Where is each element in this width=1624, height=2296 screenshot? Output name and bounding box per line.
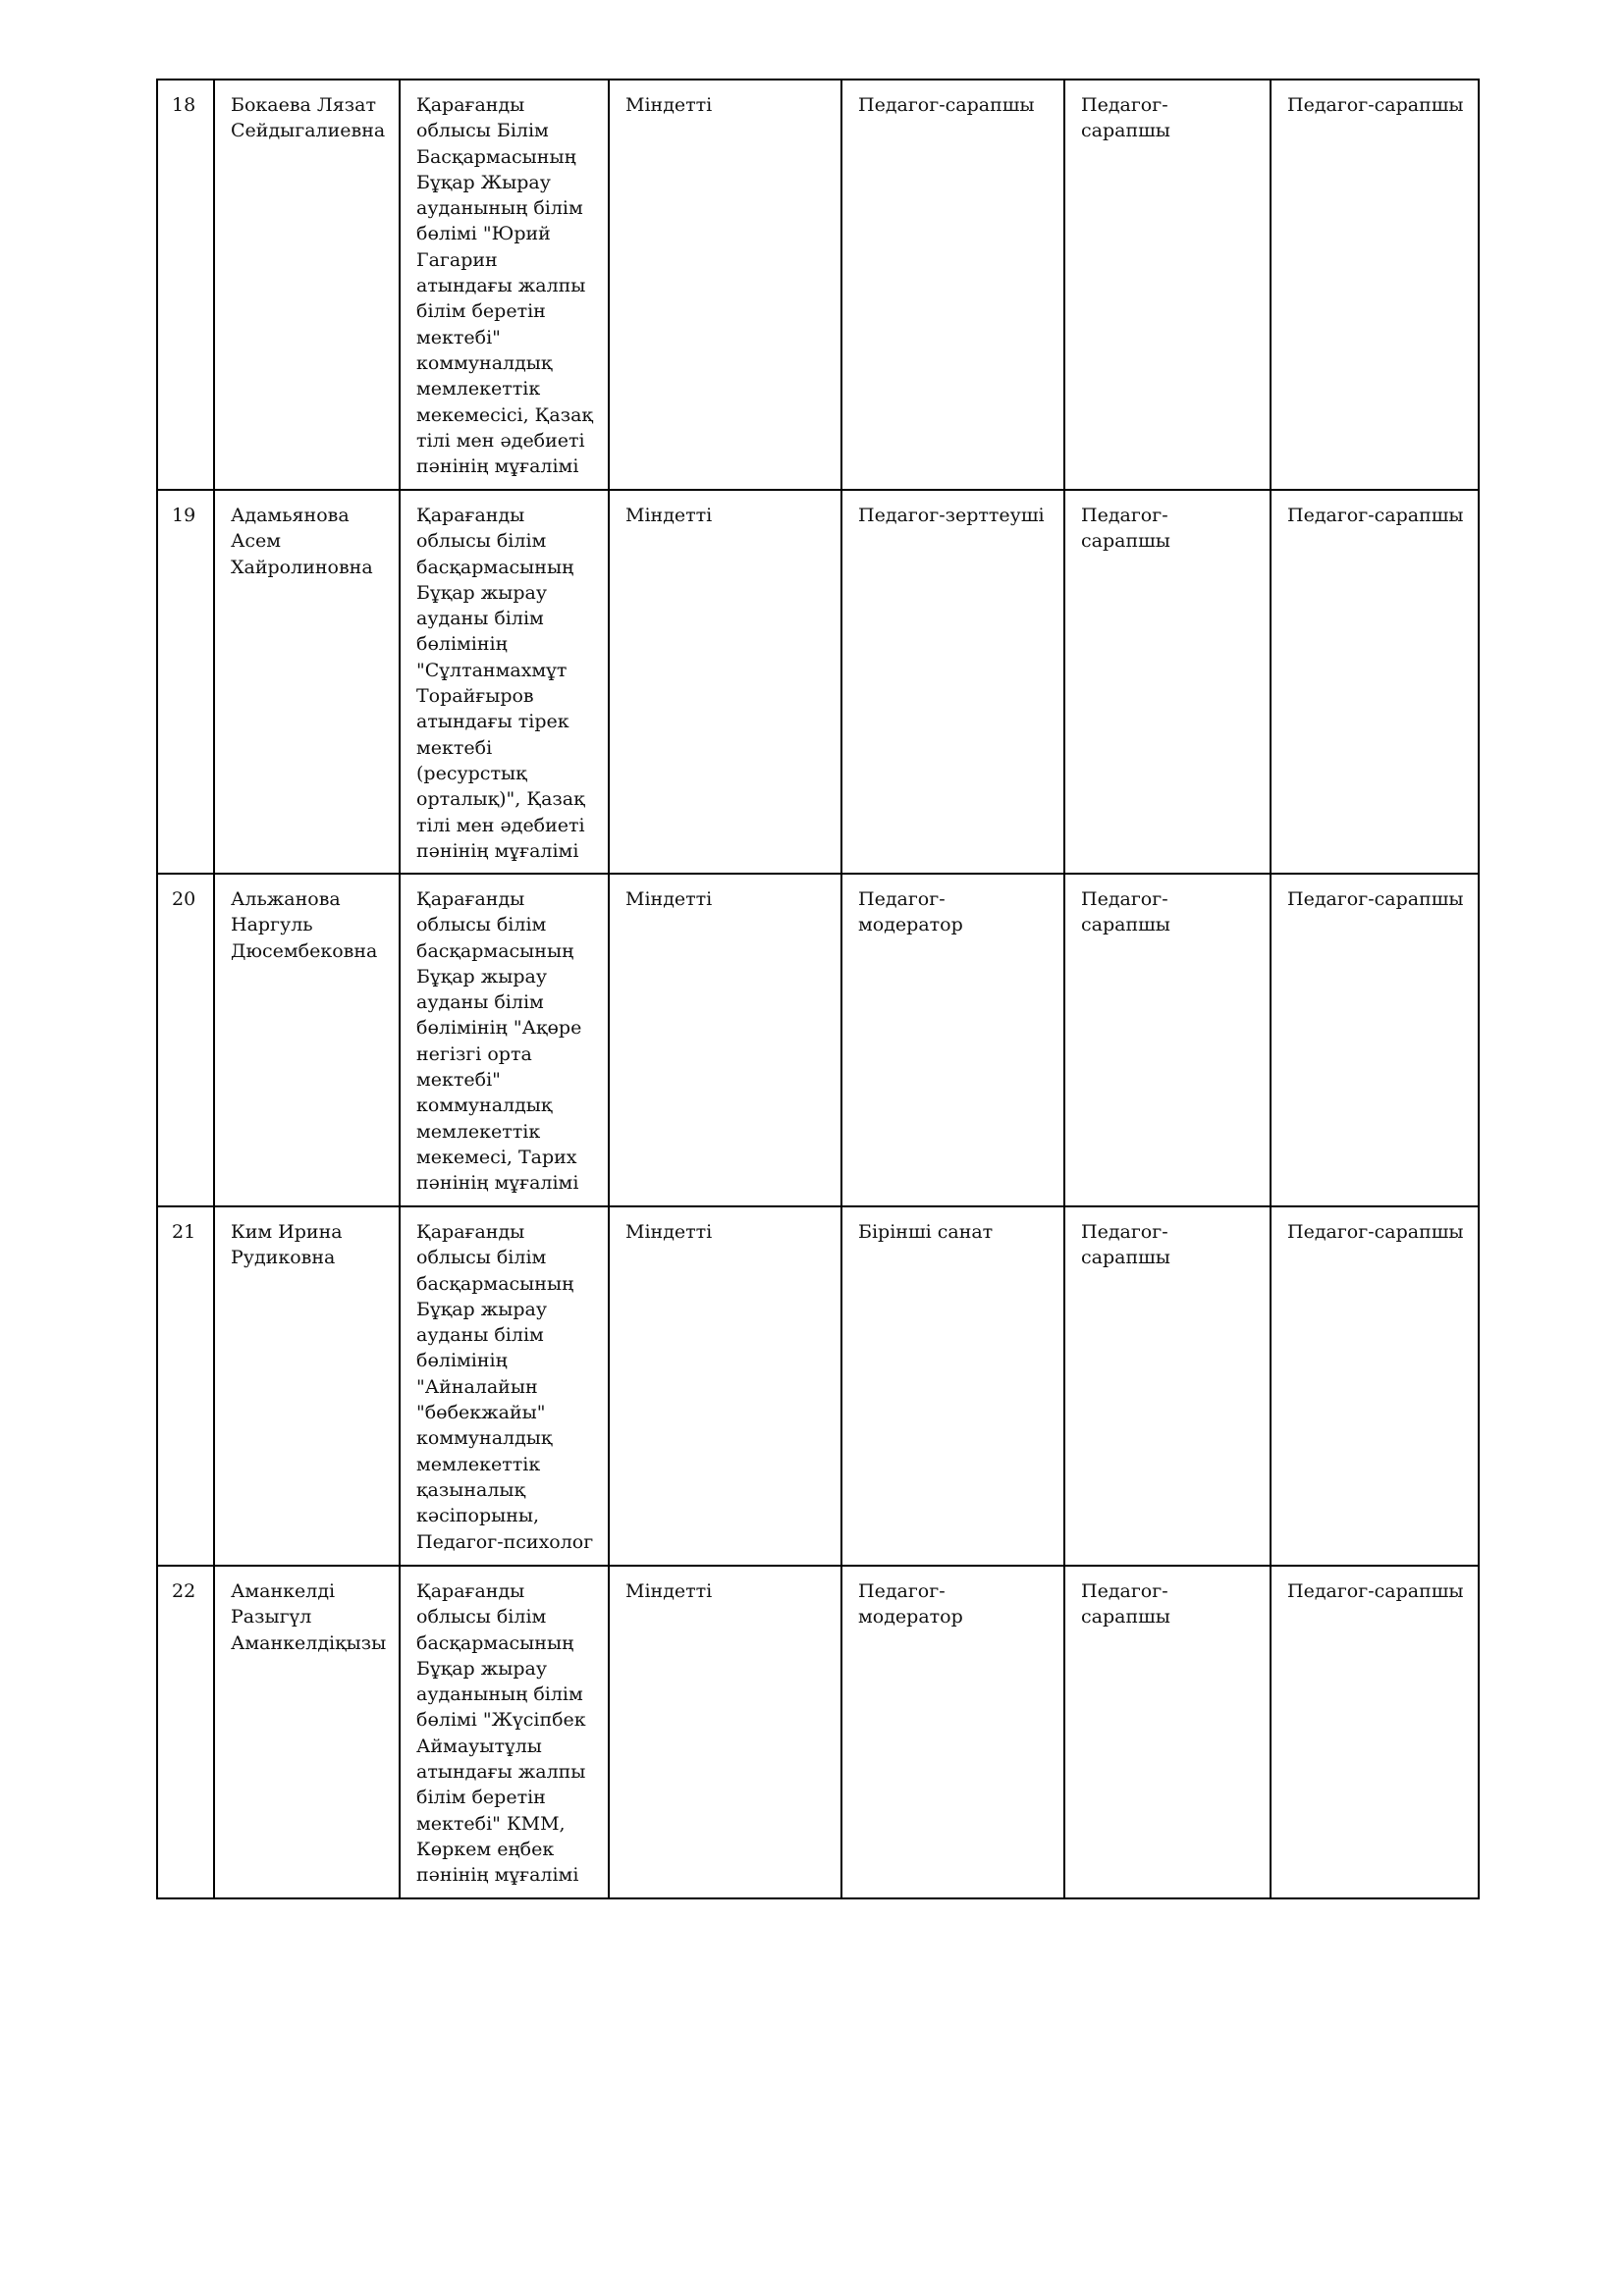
attestation-table: 18 Бокаева Лязат Сейдыгалиевна Қарағанды…	[156, 79, 1480, 1899]
teacher-name: Альжанова Наргуль Дюсембековна	[213, 873, 401, 1207]
teacher-name: Адамьянова Асем Хайролиновна	[213, 489, 401, 875]
organization-position: Қарағанды облысы Білім Басқармасының Бұқ…	[399, 79, 610, 491]
assigned-category: Педагог-сарапшы	[1270, 1565, 1480, 1899]
claimed-category: Педагог-сарапшы	[1063, 873, 1272, 1207]
attestation-type: Міндетті	[608, 79, 842, 491]
table-row: 20 Альжанова Наргуль Дюсембековна Қараға…	[156, 873, 1480, 1207]
organization-position: Қарағанды облысы білім басқармасының Бұқ…	[399, 1565, 610, 1899]
row-number: 18	[156, 79, 215, 491]
claimed-category: Педагог-сарапшы	[1063, 79, 1272, 491]
teacher-name: Бокаева Лязат Сейдыгалиевна	[213, 79, 401, 491]
claimed-category: Педагог-сарапшы	[1063, 1205, 1272, 1567]
attestation-type: Міндетті	[608, 873, 842, 1207]
assigned-category: Педагог-сарапшы	[1270, 489, 1480, 875]
row-number: 19	[156, 489, 215, 875]
row-number: 21	[156, 1205, 215, 1567]
current-category: Педагог-модератор	[840, 873, 1065, 1207]
organization-position: Қарағанды облысы білім басқармасының Бұқ…	[399, 1205, 610, 1567]
table-row: 19 Адамьянова Асем Хайролиновна Қарағанд…	[156, 489, 1480, 875]
current-category: Педагог-сарапшы	[840, 79, 1065, 491]
claimed-category: Педагог-сарапшы	[1063, 489, 1272, 875]
organization-position: Қарағанды облысы білім басқармасының Бұқ…	[399, 873, 610, 1207]
table-row: 21 Ким Ирина Рудиковна Қарағанды облысы …	[156, 1205, 1480, 1567]
teacher-name: Аманкелді Разыгүл Аманкелдіқызы	[213, 1565, 401, 1899]
table-row: 22 Аманкелді Разыгүл Аманкелдіқызы Қарағ…	[156, 1565, 1480, 1899]
organization-position: Қарағанды облысы білім басқармасының Бұқ…	[399, 489, 610, 875]
current-category: Педагог-зерттеуші	[840, 489, 1065, 875]
attestation-type: Міндетті	[608, 1565, 842, 1899]
claimed-category: Педагог-сарапшы	[1063, 1565, 1272, 1899]
current-category: Педагог-модератор	[840, 1565, 1065, 1899]
row-number: 20	[156, 873, 215, 1207]
row-number: 22	[156, 1565, 215, 1899]
assigned-category: Педагог-сарапшы	[1270, 873, 1480, 1207]
teacher-name: Ким Ирина Рудиковна	[213, 1205, 401, 1567]
current-category: Бірінші санат	[840, 1205, 1065, 1567]
assigned-category: Педагог-сарапшы	[1270, 1205, 1480, 1567]
attestation-type: Міндетті	[608, 489, 842, 875]
attestation-type: Міндетті	[608, 1205, 842, 1567]
table-row: 18 Бокаева Лязат Сейдыгалиевна Қарағанды…	[156, 79, 1480, 491]
assigned-category: Педагог-сарапшы	[1270, 79, 1480, 491]
